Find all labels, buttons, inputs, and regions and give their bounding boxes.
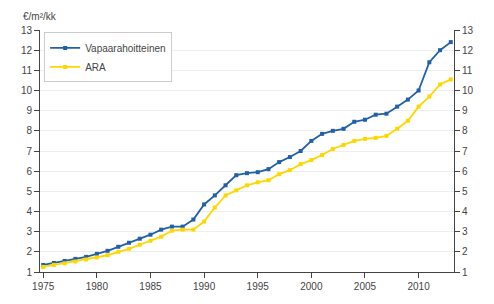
svg-text:3: 3 (26, 226, 32, 237)
svg-text:€/m²/kk: €/m²/kk (23, 11, 57, 22)
svg-text:5: 5 (462, 186, 468, 197)
svg-text:13: 13 (21, 25, 33, 36)
svg-text:6: 6 (26, 166, 32, 177)
svg-text:2: 2 (26, 246, 32, 257)
svg-text:11: 11 (22, 65, 33, 76)
svg-text:10: 10 (462, 85, 474, 96)
svg-text:1: 1 (462, 267, 468, 278)
svg-text:9: 9 (462, 105, 468, 116)
svg-text:1985: 1985 (139, 281, 162, 292)
svg-text:6: 6 (462, 166, 468, 177)
svg-text:ARA: ARA (85, 62, 106, 73)
svg-text:11: 11 (462, 65, 473, 76)
svg-text:4: 4 (26, 206, 32, 217)
svg-text:Vapaarahoitteinen: Vapaarahoitteinen (85, 43, 165, 54)
svg-text:2: 2 (462, 246, 468, 257)
svg-text:12: 12 (462, 45, 474, 56)
svg-text:8: 8 (26, 125, 32, 136)
svg-text:5: 5 (26, 186, 32, 197)
svg-text:1995: 1995 (247, 281, 270, 292)
svg-text:2005: 2005 (354, 281, 377, 292)
svg-text:1975: 1975 (32, 281, 55, 292)
svg-text:13: 13 (462, 25, 474, 36)
svg-text:4: 4 (462, 206, 468, 217)
svg-text:10: 10 (21, 85, 33, 96)
svg-text:3: 3 (462, 226, 468, 237)
svg-text:2010: 2010 (407, 281, 430, 292)
svg-text:9: 9 (26, 105, 32, 116)
svg-text:1: 1 (26, 267, 32, 278)
svg-text:7: 7 (26, 146, 32, 157)
svg-text:1980: 1980 (86, 281, 109, 292)
svg-text:1990: 1990 (193, 281, 216, 292)
svg-text:2000: 2000 (300, 281, 323, 292)
svg-text:8: 8 (462, 125, 468, 136)
svg-text:12: 12 (21, 45, 33, 56)
svg-text:7: 7 (462, 146, 468, 157)
